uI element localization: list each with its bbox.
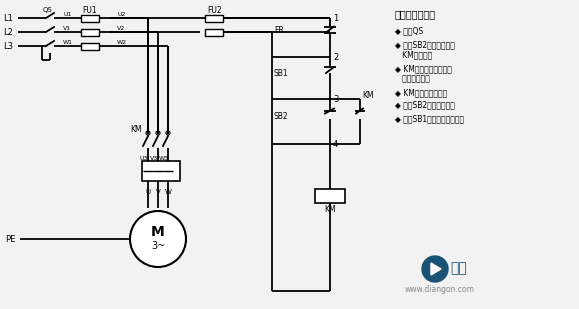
FancyBboxPatch shape xyxy=(315,189,345,203)
Text: ◆ 闭合QS: ◆ 闭合QS xyxy=(395,27,423,36)
Text: W1: W1 xyxy=(63,40,73,44)
Text: FU1: FU1 xyxy=(83,6,97,15)
FancyBboxPatch shape xyxy=(81,15,99,22)
Text: 1: 1 xyxy=(333,14,338,23)
Text: PE: PE xyxy=(5,235,16,243)
FancyBboxPatch shape xyxy=(205,15,223,22)
Text: M: M xyxy=(151,225,165,239)
FancyBboxPatch shape xyxy=(81,28,99,36)
Text: W: W xyxy=(164,189,171,195)
Text: 2: 2 xyxy=(333,53,338,61)
Circle shape xyxy=(146,131,150,135)
Text: ◆ 松开SB2电机保持转动: ◆ 松开SB2电机保持转动 xyxy=(395,100,455,109)
Text: L2: L2 xyxy=(3,28,13,36)
Text: ◆ KM主触点闭合主线路: ◆ KM主触点闭合主线路 xyxy=(395,65,452,74)
Text: 3~: 3~ xyxy=(151,241,165,251)
FancyBboxPatch shape xyxy=(142,161,180,181)
Text: W2: W2 xyxy=(117,40,127,44)
Circle shape xyxy=(422,256,448,282)
Text: 接通电机启动: 接通电机启动 xyxy=(395,74,430,83)
Text: V: V xyxy=(156,189,160,195)
Circle shape xyxy=(156,131,160,135)
Text: SB2: SB2 xyxy=(274,112,288,121)
Text: L3: L3 xyxy=(3,41,13,50)
Text: KM: KM xyxy=(362,91,373,99)
Text: ◆ KM辅触点闭合自锁: ◆ KM辅触点闭合自锁 xyxy=(395,88,447,98)
Text: W3: W3 xyxy=(159,155,169,160)
Text: L1: L1 xyxy=(3,14,13,23)
Text: www.diangon.com: www.diangon.com xyxy=(405,285,475,294)
Text: KM: KM xyxy=(130,125,142,133)
Text: FR: FR xyxy=(274,26,284,35)
Text: QS: QS xyxy=(42,7,52,13)
Circle shape xyxy=(130,211,186,267)
Text: KM: KM xyxy=(324,205,336,214)
Text: U: U xyxy=(145,189,151,195)
Polygon shape xyxy=(431,263,441,275)
Text: 工作流程分析：: 工作流程分析： xyxy=(395,9,436,19)
Text: ◆ 按下SB2控制电路闭合: ◆ 按下SB2控制电路闭合 xyxy=(395,40,455,49)
Text: 3: 3 xyxy=(333,95,338,104)
FancyBboxPatch shape xyxy=(81,43,99,49)
Text: U2: U2 xyxy=(117,11,126,16)
FancyBboxPatch shape xyxy=(205,28,223,36)
Text: U1: U1 xyxy=(63,11,71,16)
Text: ◆ 按下SB1电路失电电机停转: ◆ 按下SB1电路失电电机停转 xyxy=(395,115,464,124)
Text: V2: V2 xyxy=(117,26,125,31)
Text: SB1: SB1 xyxy=(274,69,288,78)
Text: 开始: 开始 xyxy=(450,261,467,275)
Circle shape xyxy=(166,131,170,135)
Text: V1: V1 xyxy=(63,26,71,31)
Text: 4: 4 xyxy=(333,139,338,149)
Text: FU2: FU2 xyxy=(208,6,222,15)
Text: KM线圈得电: KM线圈得电 xyxy=(395,50,433,60)
Text: V3: V3 xyxy=(150,155,158,160)
Text: U3: U3 xyxy=(140,155,148,160)
